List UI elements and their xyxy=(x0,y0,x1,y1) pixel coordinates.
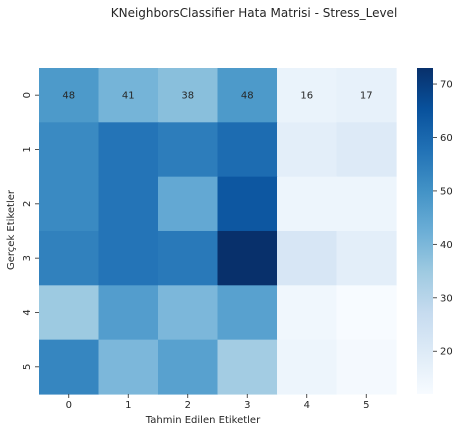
heatmap-cell-5-5 xyxy=(336,339,397,395)
heatmap-cell-2-0 xyxy=(39,176,100,232)
colorbar-tick-label-0: 20 xyxy=(440,347,453,358)
heatmap-cell-3-2 xyxy=(158,230,219,286)
heatmap-cell-4-3 xyxy=(217,285,278,341)
heatmap-cell-4-1 xyxy=(98,285,159,341)
heatmap-cell-4-4 xyxy=(277,285,338,341)
heatmap-cell-1-1 xyxy=(98,122,159,178)
heatmap-cell-4-2 xyxy=(158,285,219,341)
heatmap-cell-2-1 xyxy=(98,176,159,232)
heatmap-cell-2-2 xyxy=(158,176,219,232)
heatmap-cell-0-0 xyxy=(39,68,100,123)
heatmap-cell-5-1 xyxy=(98,339,159,395)
heatmap-cell-1-4 xyxy=(277,122,338,178)
heatmap-cell-1-5 xyxy=(336,122,397,178)
colorbar-tick-label-3: 50 xyxy=(440,186,453,197)
heatmap-cell-0-1 xyxy=(98,68,159,123)
y-tick-label-3: 3 xyxy=(22,255,33,261)
heatmap-annotations: 48 41 38 48 16 17 xyxy=(62,91,372,102)
heatmap-cell-3-0 xyxy=(39,230,100,286)
cell-value-0-1: 41 xyxy=(122,91,135,102)
heatmap-cell-2-3 xyxy=(217,176,278,232)
heatmap-cell-1-2 xyxy=(158,122,219,178)
colorbar-ticks: 20 30 40 50 60 70 xyxy=(433,80,453,358)
heatmap-cell-0-2 xyxy=(158,68,219,123)
x-tick-label-3: 3 xyxy=(244,400,250,411)
x-tick-label-4: 4 xyxy=(304,400,310,411)
chart-title: KNeighborsClassifier Hata Matrisi - Stre… xyxy=(111,6,398,20)
heatmap-cell-0-3 xyxy=(217,68,278,123)
x-axis-ticks: 0 1 2 3 4 5 xyxy=(66,393,369,411)
x-tick-label-2: 2 xyxy=(185,400,191,411)
colorbar xyxy=(417,68,433,394)
heatmap-cell-5-3 xyxy=(217,339,278,395)
heatmap-cell-3-5 xyxy=(336,230,397,286)
cell-value-0-2: 38 xyxy=(181,91,194,102)
heatmap-cell-3-4 xyxy=(277,230,338,286)
x-tick-label-5: 5 xyxy=(363,400,369,411)
heatmap-cell-4-0 xyxy=(39,285,100,341)
y-tick-label-5: 5 xyxy=(22,364,33,370)
y-tick-label-0: 0 xyxy=(22,92,33,98)
colorbar-tick-label-4: 60 xyxy=(440,133,453,144)
y-tick-label-4: 4 xyxy=(22,309,33,315)
y-tick-label-2: 2 xyxy=(22,201,33,207)
y-tick-label-1: 1 xyxy=(22,146,33,152)
heatmap-cell-1-3 xyxy=(217,122,278,178)
heatmap-cell-5-0 xyxy=(39,339,100,395)
x-axis-label: Tahmin Edilen Etiketler xyxy=(145,415,261,426)
colorbar-tick-label-5: 70 xyxy=(440,80,453,91)
heatmap-cell-2-5 xyxy=(336,176,397,232)
cell-value-0-3: 48 xyxy=(241,91,254,102)
y-axis-ticks: 0 1 2 3 4 5 xyxy=(22,92,39,370)
heatmap-cell-4-5 xyxy=(336,285,397,341)
heatmap-cell-1-0 xyxy=(39,122,100,178)
heatmap-cell-2-4 xyxy=(277,176,338,232)
heatmap-cell-0-5 xyxy=(336,68,397,123)
x-tick-label-1: 1 xyxy=(125,400,131,411)
cell-value-0-0: 48 xyxy=(62,91,75,102)
x-tick-label-0: 0 xyxy=(66,400,72,411)
heatmap-cell-3-1 xyxy=(98,230,159,286)
heatmap-cell-5-2 xyxy=(158,339,219,395)
colorbar-tick-label-2: 40 xyxy=(440,240,453,251)
y-axis-label: Gerçek Etiketler xyxy=(6,189,17,270)
heatmap-cells xyxy=(39,68,397,395)
cell-value-0-5: 17 xyxy=(360,91,373,102)
cell-value-0-4: 16 xyxy=(300,91,313,102)
colorbar-tick-label-1: 30 xyxy=(440,293,453,304)
heatmap-cell-3-3 xyxy=(217,230,278,286)
heatmap-cell-0-4 xyxy=(277,68,338,123)
heatmap-cell-5-4 xyxy=(277,339,338,395)
